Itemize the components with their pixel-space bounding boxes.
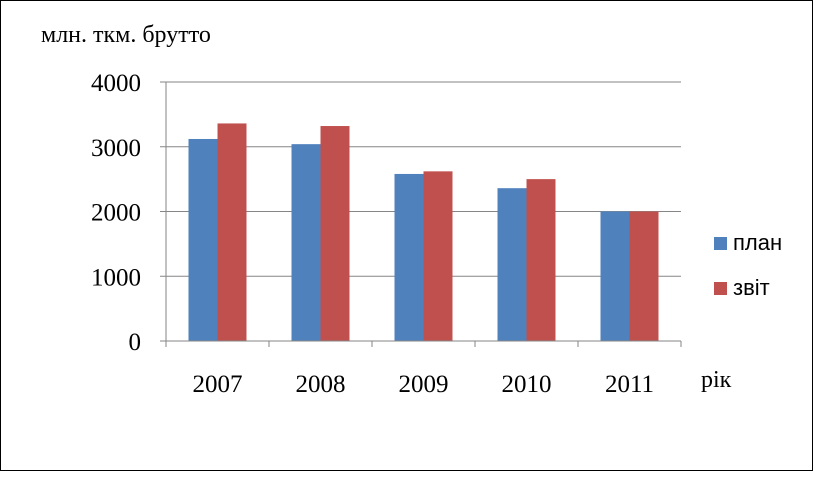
y-tick-label: 2000 [91,200,141,227]
y-tick-label: 3000 [91,135,141,162]
axes [160,81,682,347]
y-axis-label: млн. ткм. брутто [41,22,211,48]
legend-label-звіт: звіт [733,275,770,300]
bar-план-2007 [188,138,218,341]
legend-swatch-план [714,237,727,250]
x-tick-label: 2008 [296,371,346,398]
bar-план-2010 [497,188,527,341]
bar-звіт-2010 [526,179,556,341]
bars [188,123,659,341]
y-tick-label: 0 [129,329,142,356]
bar-план-2009 [394,173,424,341]
legend-swatch-звіт [714,282,727,295]
x-tick-labels: 2007 2008 2009 2010 2011 [193,371,655,398]
bar-звіт-2011 [629,211,659,341]
bar-план-2008 [291,144,321,341]
y-tick-labels: 0 1000 2000 3000 4000 [91,70,141,356]
legend-label-план: план [733,230,782,255]
legend: план звіт [714,230,782,300]
x-tick-label: 2011 [605,371,654,398]
x-tick-label: 2010 [502,371,552,398]
x-axis-label: рік [701,367,732,393]
x-tick-label: 2009 [399,371,449,398]
bar-звіт-2009 [423,171,453,341]
x-tick-label: 2007 [193,371,243,398]
bar-звіт-2007 [217,123,247,341]
y-tick-label: 1000 [91,264,141,291]
bar-звіт-2008 [320,126,350,341]
y-tick-label: 4000 [91,70,141,97]
bar-план-2011 [600,211,630,341]
